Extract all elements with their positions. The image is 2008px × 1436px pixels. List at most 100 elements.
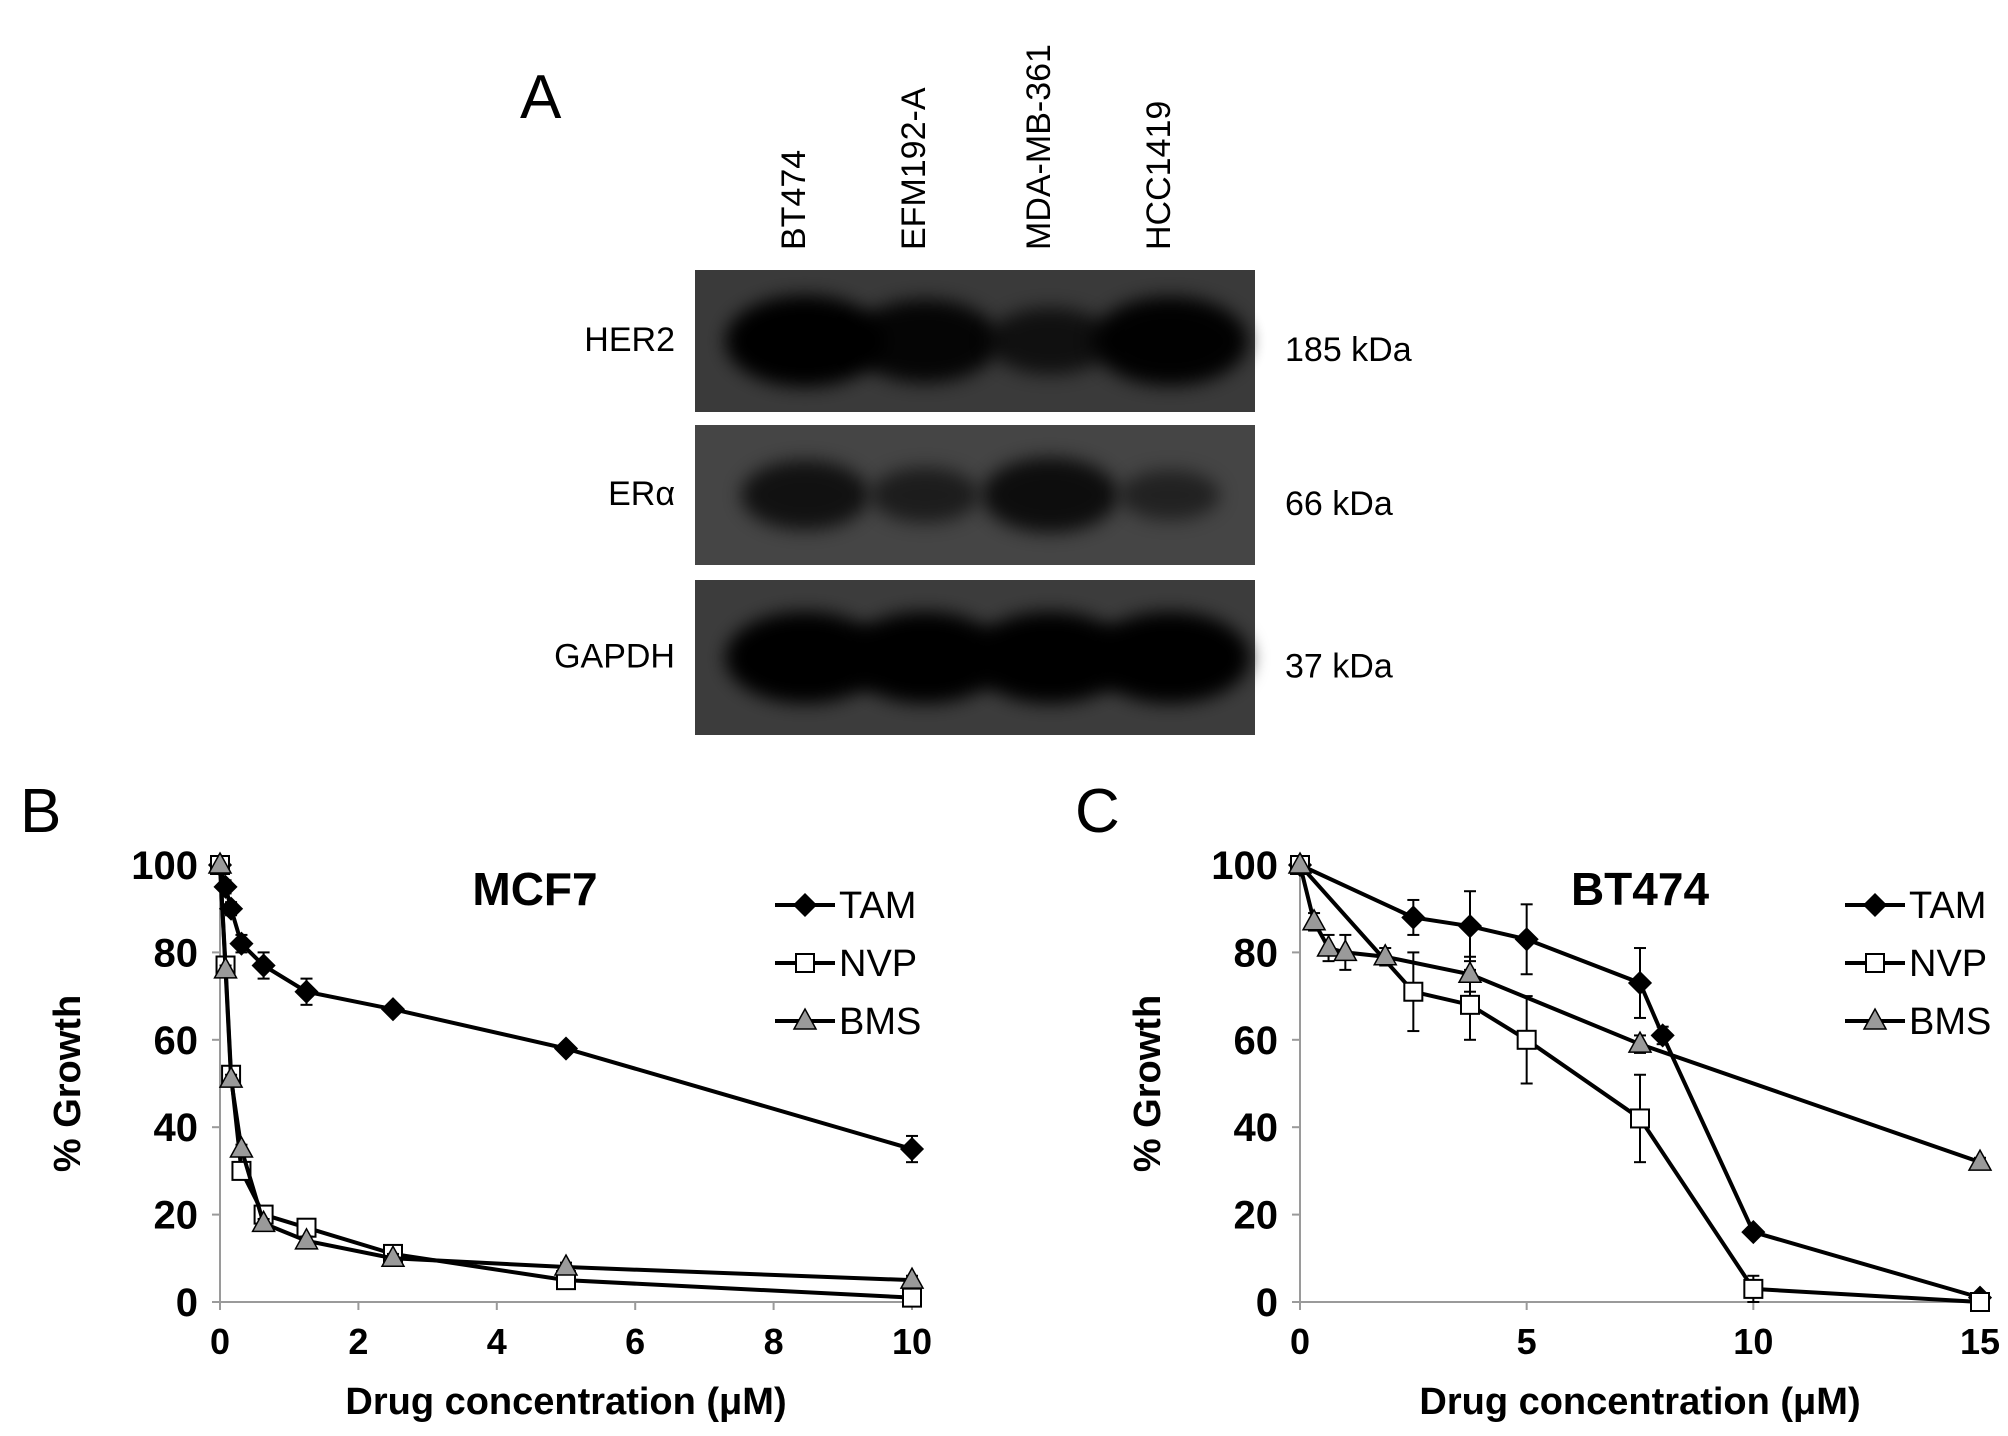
data-point (1401, 905, 1426, 930)
data-point (795, 953, 815, 973)
mw-label: 185 kDa (1285, 331, 1412, 369)
lane-label: EFM192-A (895, 87, 933, 250)
y-tick-label: 60 (1234, 1019, 1279, 1063)
blot-band (845, 611, 1005, 704)
data-point (1627, 970, 1653, 996)
blot-band (988, 307, 1112, 375)
protein-label: HER2 (584, 321, 675, 359)
series-bms (207, 851, 925, 1289)
y-tick-label: 60 (154, 1019, 199, 1063)
data-point (1970, 1292, 1990, 1312)
x-tick-label: 10 (892, 1321, 932, 1362)
blot-band (851, 299, 999, 383)
blot-row-1: ERα 66 kDa (608, 425, 1393, 565)
mw-label: 37 kDa (1285, 648, 1393, 686)
data-point (902, 1287, 922, 1308)
series-nvp (210, 855, 922, 1308)
legend: TAM NVP BMS (775, 885, 921, 1043)
data-point (1630, 1108, 1650, 1129)
legend-label: BMS (839, 1001, 921, 1043)
data-point (294, 1227, 319, 1250)
blot-band (1092, 296, 1248, 386)
data-point (229, 931, 254, 956)
series-bms (1287, 851, 1993, 1171)
panel-c-letter: C (1075, 777, 1120, 846)
x-tick-label: 5 (1517, 1321, 1537, 1362)
series-line (218, 864, 913, 1300)
data-point (294, 979, 319, 1004)
x-tick-label: 6 (625, 1321, 645, 1362)
data-point (1287, 851, 1313, 874)
legend: TAM NVP BMS (1845, 885, 1991, 1043)
y-tick-label: 80 (154, 931, 199, 975)
x-tick-label: 10 (1733, 1321, 1773, 1362)
panel-b-mcf7-chart: B 0 20 40 60 80 100 0 2 4 6 8 10 Drug concentration … (20, 777, 932, 1423)
y-tick-label: 0 (176, 1281, 198, 1325)
blot-band (725, 295, 885, 387)
data-point (553, 1253, 579, 1276)
series-nvp (1290, 855, 1990, 1312)
chart-bt474: 0 20 40 60 80 100 0 5 10 15 Drug concentration (μM… (1127, 844, 2000, 1423)
legend-label: TAM (1909, 885, 1986, 927)
y-tick-label: 0 (1256, 1281, 1278, 1325)
data-point (1862, 1007, 1888, 1030)
chart-title: MCF7 (472, 863, 597, 915)
data-point (218, 1065, 244, 1088)
data-point (213, 956, 238, 979)
protein-label: ERα (608, 475, 675, 513)
y-tick-label: 100 (1211, 844, 1278, 888)
y-axis-title: % Growth (1127, 995, 1169, 1172)
data-point (1372, 943, 1398, 966)
lane-label: HCC1419 (1140, 101, 1178, 250)
series-tam (1287, 852, 1993, 1310)
data-point (1403, 981, 1424, 1002)
blot-band (1090, 611, 1250, 704)
data-point (792, 892, 818, 918)
x-tick-label: 0 (210, 1321, 230, 1362)
legend-label: TAM (839, 885, 916, 927)
blot-band (982, 457, 1118, 533)
data-point (553, 1036, 579, 1061)
data-point (1967, 1148, 1993, 1171)
panel-a-letter: A (520, 63, 562, 132)
blot-row-2: GAPDH 37 kDa (554, 580, 1393, 735)
data-point (251, 1209, 276, 1233)
protein-label: GAPDH (554, 638, 675, 676)
data-point (1516, 1029, 1537, 1050)
panel-b-letter: B (20, 777, 61, 846)
x-tick-label: 8 (764, 1321, 784, 1362)
data-point (1743, 1278, 1764, 1299)
axes: 0 20 40 60 80 100 0 2 4 6 8 10 (131, 844, 932, 1362)
lane-labels: BT474 EFM192-A MDA-MB-361 HCC1419 (775, 44, 1178, 250)
y-tick-label: 20 (154, 1194, 199, 1238)
chart-title: BT474 (1571, 863, 1709, 915)
data-point (1316, 934, 1341, 957)
data-point (899, 1136, 925, 1162)
x-axis-title: Drug concentration (μM) (345, 1381, 786, 1423)
data-point (213, 874, 238, 899)
data-point (1650, 1023, 1675, 1048)
x-tick-label: 15 (1960, 1321, 2000, 1362)
y-tick-label: 100 (131, 844, 198, 888)
series-line (218, 864, 913, 1283)
blot-band (725, 611, 885, 704)
data-point (207, 851, 233, 874)
data-point (1862, 892, 1888, 918)
mw-label: 66 kDa (1285, 485, 1393, 523)
data-point (380, 1244, 406, 1268)
legend-label: NVP (1909, 943, 1987, 985)
axes: 0 20 40 60 80 100 0 5 10 15 (1211, 844, 2000, 1362)
x-tick-label: 0 (1290, 1321, 1310, 1362)
data-point (380, 997, 406, 1022)
y-axis-title: % Growth (47, 995, 89, 1172)
blot-band (741, 460, 869, 530)
data-point (1741, 1220, 1766, 1245)
data-point (1627, 1030, 1653, 1053)
data-point (1333, 938, 1358, 962)
panel-a-western-blot: A BT474 EFM192-A MDA-MB-361 HCC1419 HER2 185… (520, 44, 1412, 735)
blot-band (1120, 470, 1220, 520)
data-point (1865, 953, 1885, 973)
data-point (251, 953, 276, 978)
lane-label: BT474 (775, 150, 813, 250)
